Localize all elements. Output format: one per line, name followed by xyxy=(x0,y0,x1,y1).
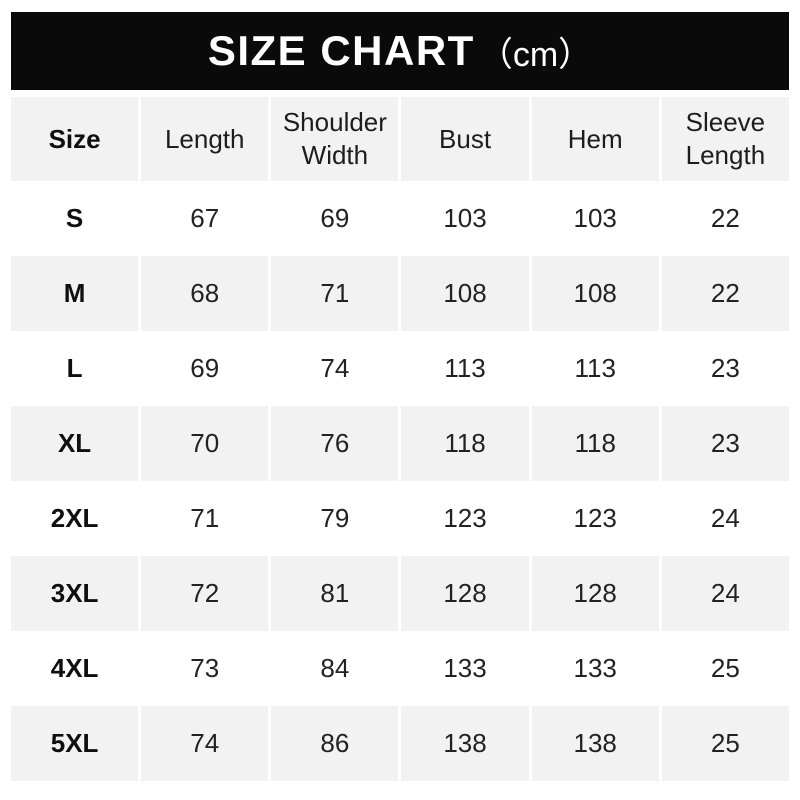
column-header-length: Length xyxy=(141,97,269,181)
value-cell: 86 xyxy=(271,706,399,781)
value-cell: 113 xyxy=(444,353,486,383)
value-cell: 74 xyxy=(320,353,350,383)
value-cell: 79 xyxy=(320,503,350,533)
value-cell: 76 xyxy=(271,406,399,481)
size-table: Size Length Shoulder Width Bust Hem Slee… xyxy=(8,97,792,781)
value-cell: 70 xyxy=(141,406,269,481)
value-cell: 25 xyxy=(710,653,740,683)
column-header-bust: Bust xyxy=(401,97,529,181)
value-cell: 69 xyxy=(190,353,220,383)
value-cell: 108 xyxy=(531,256,659,331)
table-row: M 68 71 108 108 22 xyxy=(11,256,789,331)
value-cell: 69 xyxy=(320,203,350,233)
size-chart-title-bar: SIZE CHART （cm） xyxy=(11,12,789,90)
table-row: XL 70 76 118 118 23 xyxy=(11,406,789,481)
value-cell: 22 xyxy=(661,256,789,331)
table-row: 3XL 72 81 128 128 24 xyxy=(11,556,789,631)
value-cell: 128 xyxy=(531,556,659,631)
value-cell: 73 xyxy=(190,653,220,683)
value-cell: 118 xyxy=(531,406,659,481)
size-cell: 2XL xyxy=(50,503,99,533)
table-row: 2XL 71 79 123 123 24 xyxy=(11,481,789,556)
value-cell: 81 xyxy=(271,556,399,631)
unit-label: （cm） xyxy=(478,35,593,74)
value-cell: 22 xyxy=(710,203,740,233)
value-cell: 25 xyxy=(661,706,789,781)
value-cell: 72 xyxy=(141,556,269,631)
value-cell: 67 xyxy=(190,203,220,233)
value-cell: 24 xyxy=(661,556,789,631)
header-row: Size Length Shoulder Width Bust Hem Slee… xyxy=(11,97,789,181)
value-cell: 71 xyxy=(271,256,399,331)
table-row: 4XL 73 84 133 133 25 xyxy=(11,631,789,706)
table-row: S 67 69 103 103 22 xyxy=(11,181,789,256)
value-cell: 68 xyxy=(141,256,269,331)
value-cell: 138 xyxy=(531,706,659,781)
size-table-header: Size Length Shoulder Width Bust Hem Slee… xyxy=(11,97,789,181)
value-cell: 74 xyxy=(141,706,269,781)
value-cell: 133 xyxy=(573,653,617,683)
size-cell: 5XL xyxy=(11,706,139,781)
value-cell: 84 xyxy=(320,653,350,683)
value-cell: 123 xyxy=(443,503,487,533)
column-header-size: Size xyxy=(11,97,139,181)
size-cell: 4XL xyxy=(50,653,99,683)
value-cell: 23 xyxy=(661,406,789,481)
value-cell: 123 xyxy=(573,503,617,533)
size-cell: L xyxy=(66,353,83,383)
table-row: L 69 74 113 113 23 xyxy=(11,331,789,406)
value-cell: 108 xyxy=(401,256,529,331)
size-cell: 3XL xyxy=(11,556,139,631)
page-title: SIZE CHART xyxy=(207,27,475,74)
column-header-shoulder-width: Shoulder Width xyxy=(271,97,399,181)
value-cell: 103 xyxy=(443,203,487,233)
size-cell: XL xyxy=(11,406,139,481)
value-cell: 133 xyxy=(443,653,487,683)
column-header-sleeve-length: Sleeve Length xyxy=(661,97,789,181)
value-cell: 138 xyxy=(401,706,529,781)
value-cell: 113 xyxy=(574,353,616,383)
size-cell: M xyxy=(11,256,139,331)
table-row: 5XL 74 86 138 138 25 xyxy=(11,706,789,781)
size-cell: S xyxy=(65,203,84,233)
size-table-body: S 67 69 103 103 22 M 68 71 108 108 22 L 69 74 113 113 23 X… xyxy=(11,181,789,781)
value-cell: 103 xyxy=(573,203,617,233)
value-cell: 71 xyxy=(190,503,220,533)
column-header-hem: Hem xyxy=(531,97,659,181)
value-cell: 23 xyxy=(710,353,740,383)
value-cell: 128 xyxy=(401,556,529,631)
value-cell: 118 xyxy=(401,406,529,481)
value-cell: 24 xyxy=(710,503,740,533)
